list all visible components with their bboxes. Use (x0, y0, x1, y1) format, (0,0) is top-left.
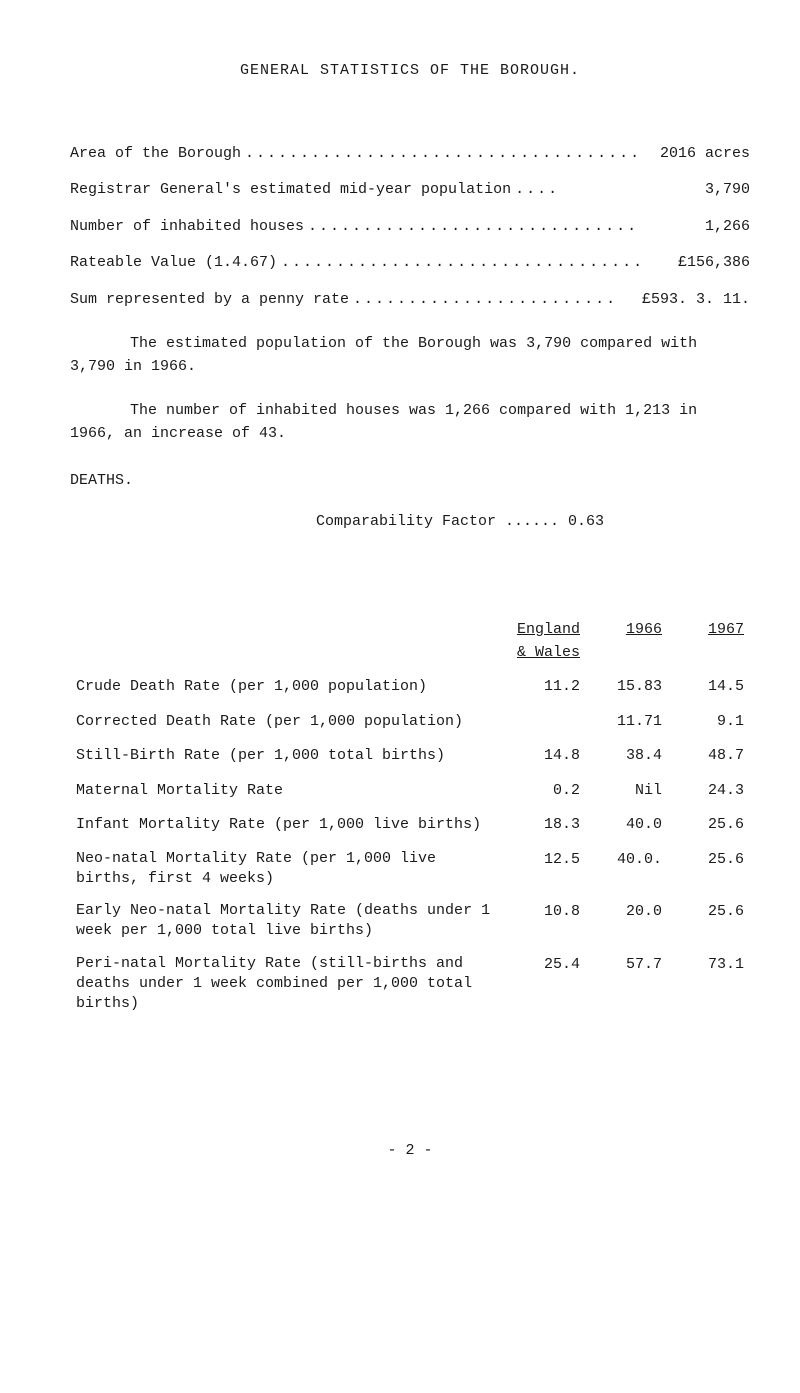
stat-label: Area of the Borough (70, 143, 241, 166)
rate-desc: Infant Mortality Rate (per 1,000 live bi… (70, 808, 504, 843)
rate-ew: 25.4 (504, 948, 586, 1021)
rate-desc: Neo-natal Mortality Rate (per 1,000 live… (70, 843, 504, 896)
table-row: Infant Mortality Rate (per 1,000 live bi… (70, 808, 750, 843)
stat-label: Registrar General's estimated mid-year p… (70, 179, 511, 202)
rate-1967: 25.6 (668, 808, 750, 843)
table-row: Crude Death Rate (per 1,000 population) … (70, 670, 750, 705)
rate-ew: 18.3 (504, 808, 586, 843)
rate-desc: Corrected Death Rate (per 1,000 populati… (70, 705, 504, 740)
rates-table: England & Wales 1966 1967 Crude Death Ra… (70, 613, 750, 1020)
rate-1967: 9.1 (668, 705, 750, 740)
rate-1966: 40.0 (586, 808, 668, 843)
rate-desc: Still-Birth Rate (per 1,000 total births… (70, 739, 504, 774)
rate-1966: 11.71 (586, 705, 668, 740)
paragraph-houses: The number of inhabited houses was 1,266… (70, 400, 750, 445)
col-1967: 1967 (668, 613, 750, 670)
rate-ew: 0.2 (504, 774, 586, 809)
stat-label: Number of inhabited houses (70, 216, 304, 239)
rate-desc: Crude Death Rate (per 1,000 population) (70, 670, 504, 705)
rate-1967: 73.1 (668, 948, 750, 1021)
dot-leader: ................................. (277, 252, 668, 275)
rate-1967: 24.3 (668, 774, 750, 809)
rate-ew: 11.2 (504, 670, 586, 705)
deaths-heading: DEATHS. (70, 470, 750, 493)
dot-leader: .... (511, 179, 695, 202)
col-desc (70, 613, 504, 670)
rate-1966: 57.7 (586, 948, 668, 1021)
rate-1967: 14.5 (668, 670, 750, 705)
rate-ew: 12.5 (504, 843, 586, 896)
rate-1966: 20.0 (586, 895, 668, 948)
rate-desc: Peri-natal Mortality Rate (still-births … (70, 948, 504, 1021)
stat-row: Number of inhabited houses .............… (70, 216, 750, 239)
dot-leader: .................................... (241, 143, 650, 166)
rate-1967: 48.7 (668, 739, 750, 774)
rate-1966: 15.83 (586, 670, 668, 705)
rate-ew: 10.8 (504, 895, 586, 948)
rate-1966: 38.4 (586, 739, 668, 774)
col-ew: England & Wales (504, 613, 586, 670)
stat-label: Sum represented by a penny rate (70, 289, 349, 312)
table-row: Still-Birth Rate (per 1,000 total births… (70, 739, 750, 774)
stat-value: £156,386 (668, 252, 750, 275)
table-row: Neo-natal Mortality Rate (per 1,000 live… (70, 843, 750, 896)
rate-desc: Maternal Mortality Rate (70, 774, 504, 809)
rate-ew: 14.8 (504, 739, 586, 774)
dot-leader: .............................. (304, 216, 695, 239)
table-header-row: England & Wales 1966 1967 (70, 613, 750, 670)
stat-row: Rateable Value (1.4.67) ................… (70, 252, 750, 275)
rate-1966: Nil (586, 774, 668, 809)
stat-row: Sum represented by a penny rate ........… (70, 289, 750, 312)
rate-1966: 40.0. (586, 843, 668, 896)
paragraph-population: The estimated population of the Borough … (70, 333, 750, 378)
page-number: - 2 - (70, 1140, 750, 1163)
comparability-factor: Comparability Factor ...... 0.63 (170, 511, 750, 534)
stat-value: 1,266 (695, 216, 750, 239)
rate-desc: Early Neo-natal Mortality Rate (deaths u… (70, 895, 504, 948)
stat-row: Registrar General's estimated mid-year p… (70, 179, 750, 202)
table-row: Corrected Death Rate (per 1,000 populati… (70, 705, 750, 740)
stat-label: Rateable Value (1.4.67) (70, 252, 277, 275)
rate-ew (504, 705, 586, 740)
stat-value: £593. 3. 11. (632, 289, 750, 312)
stat-row: Area of the Borough ....................… (70, 143, 750, 166)
stat-value: 3,790 (695, 179, 750, 202)
rate-1967: 25.6 (668, 843, 750, 896)
table-row: Peri-natal Mortality Rate (still-births … (70, 948, 750, 1021)
rate-1967: 25.6 (668, 895, 750, 948)
stats-block: Area of the Borough ....................… (70, 143, 750, 312)
table-row: Maternal Mortality Rate 0.2 Nil 24.3 (70, 774, 750, 809)
table-row: Early Neo-natal Mortality Rate (deaths u… (70, 895, 750, 948)
dot-leader: ........................ (349, 289, 632, 312)
page-title: GENERAL STATISTICS OF THE BOROUGH. (70, 60, 750, 83)
stat-value: 2016 acres (650, 143, 750, 166)
col-1966: 1966 (586, 613, 668, 670)
